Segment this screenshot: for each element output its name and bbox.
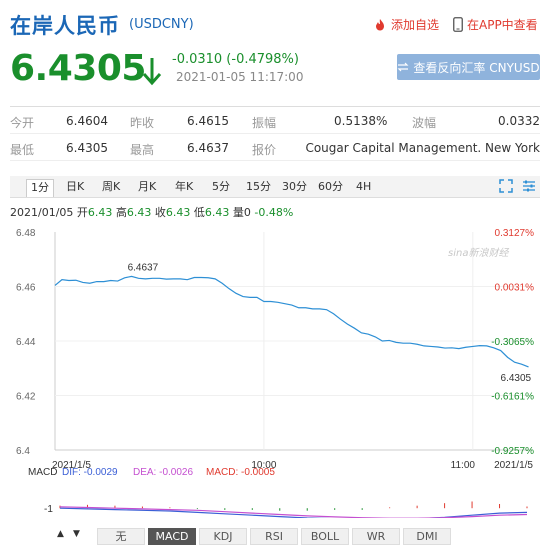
quoter-value: Cougar Capital Management. New York [305,141,540,155]
ohlc-date: 2021/01/05 [10,206,74,219]
tab-weekly-k[interactable]: 周K [102,180,121,193]
chart-tabs: 1分 日K 周K 月K 年K 5分 15分 30分 60分 4H [10,176,540,198]
price-line [54,275,529,368]
y-tick-label: 6.44 [16,337,36,348]
ohlc-vol: 0 [243,206,251,219]
y-tick-label: 6.48 [16,228,36,239]
pct-tick-label: 0.0031% [495,283,535,294]
swap-icon [397,62,409,72]
y-tick-label: 6.42 [16,392,36,403]
tab-4h[interactable]: 4H [356,180,372,193]
tab-60min[interactable]: 60分 [318,180,343,193]
prev-close-label: 昨收 [130,116,155,130]
ohlc-readout: 2021/01/05 开6.43 高6.43 收6.43 低6.43 量0 -0… [10,204,293,220]
nav-up-button[interactable]: ▲ [57,529,64,539]
open-value: 6.4604 [66,114,108,128]
high-value: 6.4637 [187,141,229,155]
phone-icon [453,17,463,32]
add-favorite-button[interactable]: 添加自选 [373,16,439,33]
header: 在岸人民币 (USDCNY) 添加自选 在APP中查看 [10,10,540,40]
settings-icon[interactable] [522,179,536,193]
add-favorite-label: 添加自选 [391,18,440,32]
macd-dea-label: DEA: -0.0026 [133,467,193,478]
macd-dea-line [59,506,528,518]
pct-tick-label: 0.3127% [495,228,535,239]
arrow-down-icon [142,58,162,86]
sina-watermark: sina新浪财经 [448,248,509,259]
macd-dif-label: DIF: -0.0029 [62,467,118,478]
y-tick-label: 6.4 [16,446,30,457]
ohlc-high-label: 高 [115,206,127,219]
reverse-rate-label: 查看反向汇率 CNYUSD [413,60,540,75]
symbol-code: (USDCNY) [129,17,194,32]
nav-down-button[interactable]: ▼ [73,529,80,539]
amplitude-label: 振幅 [252,116,277,130]
current-price: 6.4305 [10,48,146,89]
pct-tick-label: -0.6161% [491,392,534,403]
fullscreen-icon[interactable] [499,179,513,193]
x-tick-label: 10:00 [251,460,276,471]
stats-table: 今开 6.4604 昨收 6.4615 振幅 0.5138% 波幅 0.0332… [10,106,540,161]
quote-summary: 6.4305 -0.0310 (-0.4798%) 2021-01-05 11:… [10,48,540,98]
tab-wr[interactable]: WR [352,528,400,545]
macd-value-label: MACD: -0.0005 [206,467,275,478]
tab-boll[interactable]: BOLL [301,528,349,545]
macd-label: MACD [28,467,57,478]
tab-1min[interactable]: 1分 [26,179,54,197]
open-label: 今开 [10,116,35,130]
ohlc-pct: -0.48% [254,206,294,219]
last-price-annotation: 6.4305 [501,373,532,384]
y-tick-label: 6.46 [16,283,36,294]
prev-close-value: 6.4615 [187,114,229,128]
tab-15min[interactable]: 15分 [246,180,271,193]
table-row: 最低 6.4305 最高 6.4637 报价 Cougar Capital Ma… [10,134,540,161]
indicator-tabs: 无 MACD KDJ RSI BOLL WR DMI [52,528,530,545]
tab-macd[interactable]: MACD [148,528,196,545]
x-tick-label: 11:00 [451,460,476,471]
ohlc-close-label: 收 [154,206,166,219]
macd-dif-line [59,507,528,518]
tab-kdj[interactable]: KDJ [199,528,247,545]
high-label: 最高 [130,143,155,157]
quote-label: 报价 [252,143,277,157]
tab-dmi[interactable]: DMI [403,528,451,545]
tab-daily-k[interactable]: 日K [66,180,85,193]
table-row: 今开 6.4604 昨收 6.4615 振幅 0.5138% 波幅 0.0332 [10,107,540,134]
quote-time: 2021-01-05 11:17:00 [176,70,304,84]
ohlc-vol-label: 量 [232,206,244,219]
page-title: 在岸人民币 [10,14,120,38]
ohlc-close: 6.43 [165,206,191,219]
reverse-rate-button[interactable]: 查看反向汇率 CNYUSD [397,54,540,80]
pct-tick-label: -0.9257% [491,446,534,457]
volatility-label: 波幅 [412,116,437,130]
price-chart[interactable]: 6.48 0.3127% 6.46 0.0031% 6.44 -0.3065% 6.42 -0… [0,218,550,518]
macd-y-label: -1 [44,504,53,515]
ohlc-open-label: 开 [76,206,88,219]
tab-none[interactable]: 无 [97,528,145,545]
x-tick-label: 2021/1/5 [494,460,533,471]
ohlc-high: 6.43 [126,206,152,219]
tab-yearly-k[interactable]: 年K [175,180,194,193]
x-tick-label: 2021/1/5 [52,460,91,471]
pct-tick-label: -0.3065% [491,337,534,348]
amplitude-value: 0.5138% [334,114,388,128]
tab-rsi[interactable]: RSI [250,528,298,545]
tab-monthly-k[interactable]: 月K [138,180,157,193]
view-in-app-label: 在APP中查看 [467,18,538,32]
ohlc-low-label: 低 [193,206,205,219]
low-label: 最低 [10,143,35,157]
low-value: 6.4305 [66,141,108,155]
tab-5min[interactable]: 5分 [212,180,230,193]
volatility-value: 0.0332 [498,114,540,128]
high-annotation: 6.4637 [128,262,159,273]
ohlc-low: 6.43 [204,206,230,219]
flame-icon [376,18,384,30]
tab-30min[interactable]: 30分 [282,180,307,193]
price-change: -0.0310 (-0.4798%) [172,52,299,67]
ohlc-open: 6.43 [87,206,113,219]
view-in-app-button[interactable]: 在APP中查看 [453,16,538,33]
